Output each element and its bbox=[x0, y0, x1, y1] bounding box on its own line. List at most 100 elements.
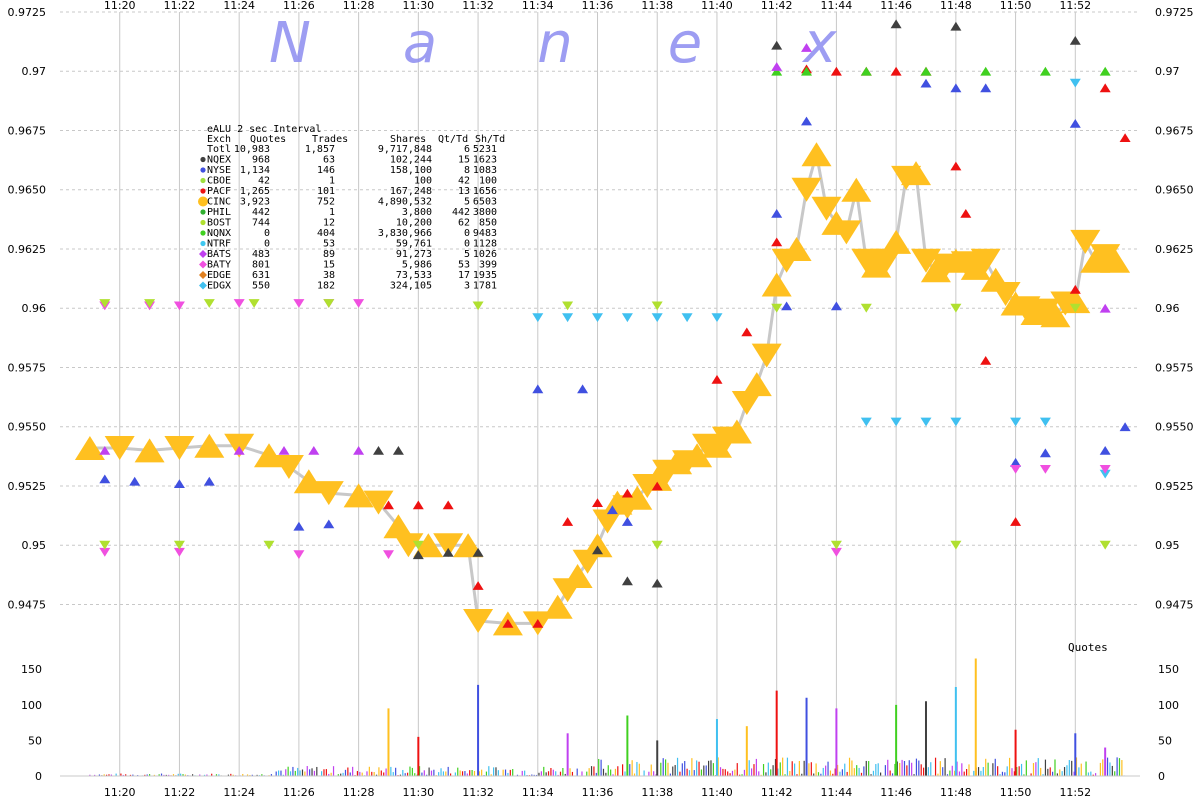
legend-cell: 5 bbox=[464, 197, 470, 208]
legend-cell: 968 bbox=[252, 155, 270, 166]
trade-marker-cinc bbox=[74, 436, 105, 460]
legend-cell: NTRF bbox=[207, 239, 231, 250]
quote-marker-edgx bbox=[592, 313, 603, 323]
volume-tick-label-right: 150 bbox=[1158, 663, 1179, 676]
trade-marker-cinc bbox=[751, 343, 782, 368]
x-tick-label-top: 11:40 bbox=[701, 0, 733, 12]
legend-cell: BATS bbox=[207, 249, 231, 260]
legend-cell: 13 bbox=[458, 186, 470, 197]
volume-tick-label-left: 0 bbox=[35, 770, 42, 783]
legend-column-header: Exch bbox=[207, 134, 231, 145]
quote-marker-edgx bbox=[1099, 469, 1111, 479]
legend-cell: EDGE bbox=[207, 270, 231, 281]
quote-marker-bost bbox=[860, 303, 872, 313]
quote-marker-pacf bbox=[711, 374, 723, 384]
quote-marker-bost bbox=[248, 299, 260, 308]
quote-marker-baty bbox=[1039, 465, 1051, 474]
quote-marker-nyse bbox=[577, 384, 589, 394]
watermark-letter: a bbox=[403, 11, 437, 76]
quote-marker-bost bbox=[99, 540, 111, 550]
quote-marker-bost bbox=[950, 540, 962, 550]
quote-marker-pacf bbox=[502, 619, 514, 628]
legend-swatch bbox=[200, 167, 206, 173]
legend-cell: 182 bbox=[317, 281, 335, 292]
trade-marker-cinc bbox=[970, 248, 1001, 273]
volume-panel-label: Quotes bbox=[1068, 641, 1108, 654]
volume-tick-label-left: 50 bbox=[28, 734, 42, 747]
y-tick-label-right: 0.95 bbox=[1155, 539, 1180, 552]
legend-cell: 12 bbox=[323, 218, 335, 229]
trade-marker-cinc bbox=[721, 419, 752, 444]
x-tick-label-top: 11:22 bbox=[164, 0, 196, 12]
x-tick-label-top: 11:52 bbox=[1059, 0, 1091, 12]
quote-marker-nyse bbox=[980, 83, 992, 93]
volume-tick-label-right: 100 bbox=[1158, 699, 1179, 712]
quote-marker-bost bbox=[562, 301, 574, 311]
quote-marker-nyse bbox=[203, 476, 215, 486]
quote-marker-pacf bbox=[592, 498, 603, 507]
legend-cell: 1,265 bbox=[240, 186, 270, 197]
quote-marker-pacf bbox=[1119, 133, 1131, 142]
legend-cell: 1781 bbox=[473, 281, 497, 292]
x-tick-label-bottom: 11:46 bbox=[880, 786, 912, 799]
volume-tick-label-right: 50 bbox=[1158, 734, 1172, 747]
x-tick-label-bottom: 11:42 bbox=[761, 786, 793, 799]
quote-marker-edgx bbox=[1039, 417, 1051, 427]
x-tick-label-top: 11:44 bbox=[821, 0, 853, 12]
trade-marker-cinc bbox=[741, 372, 772, 397]
quote-marker-edgx bbox=[1069, 78, 1081, 88]
y-tick-label-right: 0.9575 bbox=[1155, 361, 1194, 374]
quote-marker-baty bbox=[173, 301, 185, 311]
quote-marker-nyse bbox=[173, 479, 185, 488]
quote-marker-nqnx bbox=[1039, 66, 1051, 76]
quote-marker-nqex bbox=[1069, 36, 1081, 45]
quote-marker-nqex bbox=[392, 446, 404, 455]
quote-marker-nqex bbox=[373, 446, 384, 455]
legend-swatch bbox=[199, 250, 207, 258]
legend-cell: Totl bbox=[207, 144, 231, 155]
quote-marker-nyse bbox=[801, 116, 812, 126]
trade-marker-cinc bbox=[642, 466, 673, 491]
y-tick-label-right: 0.9650 bbox=[1155, 184, 1194, 197]
trade-marker-cinc bbox=[831, 220, 862, 245]
quote-marker-pacf bbox=[412, 500, 424, 510]
trade-marker-cinc bbox=[562, 564, 593, 588]
trade-marker-cinc bbox=[194, 433, 225, 458]
legend-cell: 59,761 bbox=[396, 239, 432, 250]
trade-marker-cinc bbox=[582, 533, 613, 558]
legend-cell: 850 bbox=[479, 218, 497, 229]
legend-column-header: Quotes bbox=[250, 134, 286, 145]
legend-cell: PHIL bbox=[207, 207, 231, 218]
legend-cell: 404 bbox=[317, 228, 335, 239]
watermark-letter: n bbox=[537, 11, 573, 76]
y-tick-label-left: 0.95 bbox=[22, 539, 47, 552]
legend-cell: 15 bbox=[458, 155, 470, 166]
legend-cell: 167,248 bbox=[390, 186, 432, 197]
legend-cell: 53 bbox=[458, 260, 470, 271]
quote-marker-nqnx bbox=[1099, 66, 1111, 76]
legend-cell: 101 bbox=[317, 186, 335, 197]
trade-marker-cinc bbox=[134, 438, 165, 463]
quote-marker-bats bbox=[801, 43, 812, 52]
x-tick-label-top: 11:36 bbox=[582, 0, 614, 12]
quote-marker-pacf bbox=[950, 161, 962, 171]
x-tick-label-bottom: 11:38 bbox=[641, 786, 673, 799]
legend-cell: 15 bbox=[323, 260, 335, 271]
trade-marker-cinc bbox=[781, 237, 812, 261]
quote-marker-edgx bbox=[651, 313, 663, 323]
legend-cell: 9483 bbox=[473, 228, 497, 239]
legend-column-header: Shares bbox=[390, 134, 426, 145]
trade-marker-cinc bbox=[393, 533, 424, 558]
legend-cell: NQNX bbox=[207, 228, 231, 239]
quote-marker-pacf bbox=[960, 209, 972, 218]
quote-marker-baty bbox=[383, 550, 394, 560]
quote-marker-bats bbox=[771, 62, 783, 71]
x-tick-label-bottom: 11:28 bbox=[343, 786, 375, 799]
x-axis: 11:20 11:20 11:22 11:22 11:24 11:24 11:26 11:26… bbox=[104, 0, 1091, 799]
y-tick-label-left: 0.9650 bbox=[8, 184, 47, 197]
trade-marker-cinc bbox=[592, 509, 623, 534]
trade-marker-cinc bbox=[1070, 229, 1101, 254]
quote-marker-edgx bbox=[711, 313, 723, 323]
trade-marker-cinc bbox=[871, 248, 902, 273]
